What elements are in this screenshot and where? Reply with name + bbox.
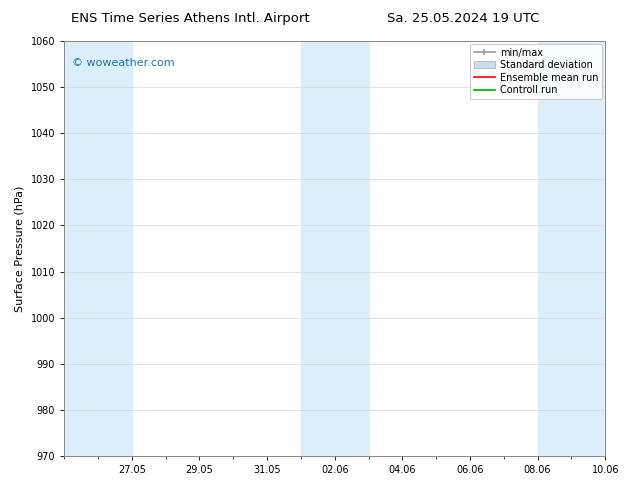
Text: Sa. 25.05.2024 19 UTC: Sa. 25.05.2024 19 UTC [387,12,539,25]
Text: ENS Time Series Athens Intl. Airport: ENS Time Series Athens Intl. Airport [71,12,309,25]
Bar [538,41,605,456]
Text: © woweather.com: © woweather.com [72,58,175,68]
Bar [301,41,368,456]
Legend: min/max, Standard deviation, Ensemble mean run, Controll run: min/max, Standard deviation, Ensemble me… [470,44,602,99]
Bar [64,41,132,456]
Y-axis label: Surface Pressure (hPa): Surface Pressure (hPa) [15,185,25,312]
